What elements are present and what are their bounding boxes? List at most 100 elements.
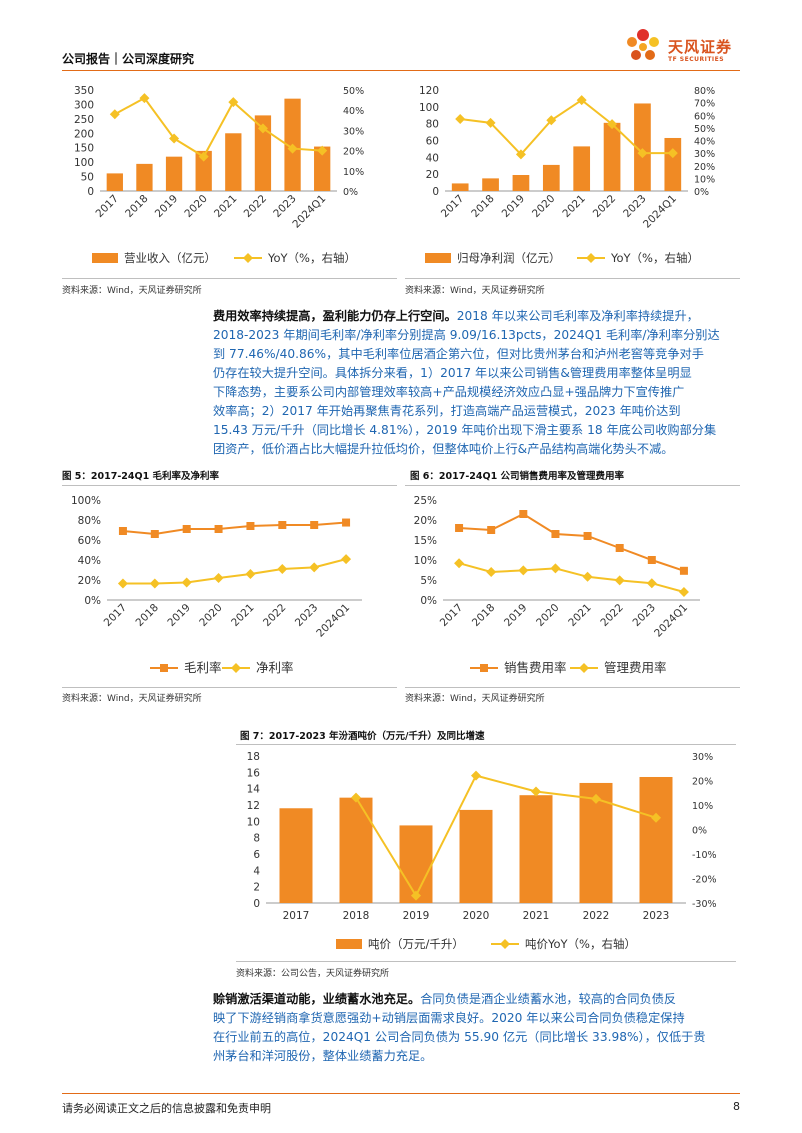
line-point [213,573,224,583]
line-point [257,123,268,134]
legend-marker [243,253,253,263]
line-point [149,578,160,589]
line-point [582,571,593,582]
y-right-tick-label: 60% [694,111,715,122]
x-tick-label: 2021 [560,193,587,220]
series-line [458,562,685,593]
y-tick-label: 0% [420,595,437,607]
legend-marker [586,253,596,263]
line-point [198,151,209,162]
paragraph-line: 仍存在较大提升空间。具体拆分来看，1）2017 年以来公司销售&管理费用率整体呈… [213,366,692,380]
bar [225,133,242,191]
line-point [342,518,351,527]
y-tick-label: 20% [78,575,101,587]
y-right-tick-label: 50% [343,86,364,97]
x-tick-label: 2023 [271,193,298,220]
source-note: 资料来源：Wind，天风证券研究所 [62,694,202,704]
x-tick-label: 2019 [502,602,529,629]
x-tick-label: 2017 [439,193,466,220]
line-point [310,521,319,529]
y-right-tick-label: 70% [694,99,715,110]
caption-divider [62,485,397,486]
y-left-tick-label: 150 [74,143,94,155]
x-tick-label: 2018 [123,193,150,220]
line-point [637,148,648,159]
paragraph-line: 到 77.46%/40.86%，其中毛利率位居酒企第六位，但对比贵州茅台和泸州老… [213,347,704,361]
paragraph-line: 下降态势，主要系公司内部管理效率较高+产品规模经济效应凸显+强品牌力下宣传推广 [213,385,685,399]
line-point [287,143,298,154]
line-point [615,544,624,552]
bar [634,103,651,191]
footer-disclaimer: 请务必阅读正文之后的信息披露和免责申明 [62,1102,271,1115]
legend-swatch-bar [92,253,118,263]
logo-text-cn: 天风证券 [668,38,733,56]
series-line [459,512,685,572]
line-point [341,554,352,565]
series-line [114,96,323,159]
x-tick-label: 2024Q1 [314,602,352,640]
y-left-tick-label: 0 [432,186,439,198]
y-left-tick-label: 14 [247,784,261,796]
legend-label: YoY（%，右轴） [267,251,356,265]
y-tick-label: 20% [414,515,437,527]
line-point [679,566,688,575]
line-point [531,786,541,797]
y-left-tick-label: 18 [247,751,260,763]
y-right-tick-label: 30% [343,126,364,137]
bar [399,825,433,903]
paragraph-line: 2018 年以来公司毛利率及净利率持续提升， [456,309,699,323]
line-point [550,563,561,574]
x-tick-label: 2018 [469,193,496,220]
line-point [591,793,601,804]
source-divider [405,278,740,279]
legend-label: 吨价（万元/千升） [368,937,464,951]
y-left-tick-label: 8 [253,833,260,845]
x-tick-label: 2020 [530,193,557,220]
series-line [122,521,347,536]
figure-7-caption: 图 7：2017-2023 年汾酒吨价（万元/千升）及同比增速 [240,731,485,742]
y-right-tick-label: -30% [692,899,717,910]
y-tick-label: 10% [414,555,437,567]
x-tick-label: 2020 [534,602,561,629]
x-tick-label: 2018 [470,602,497,629]
y-right-tick-label: 80% [694,86,715,97]
y-right-tick-label: 30% [692,752,713,763]
line-point [614,575,625,586]
y-tick-label: 0% [84,595,101,607]
figure-6-caption: 图 6：2017-24Q1 公司销售费用率及管理费用率 [410,471,625,482]
expense-chart: 0% 5% 10% 15% 20% 25% 2017 2018 2019 2020 2021 2022… [414,495,700,675]
x-tick-label: 2019 [153,193,180,220]
line-point [109,109,120,120]
line-point [309,562,320,573]
line-point [118,527,127,535]
legend-label: 毛利率 [184,660,222,675]
y-left-tick-label: 350 [74,85,94,97]
y-right-tick-label: 10% [692,801,713,812]
margin-chart: 0%20%40%60%80%100%2017 2018 2019 2020 2021 20… [71,495,362,675]
line-point [667,148,678,159]
source-note: 资料来源：Wind，天风证券研究所 [405,694,545,704]
line-point [515,149,526,160]
y-tick-label: 100% [71,495,101,507]
source-divider [405,687,740,688]
source-note: 资料来源：Wind，天风证券研究所 [405,286,545,296]
source-note: 资料来源：Wind，天风证券研究所 [62,286,202,296]
bar [639,776,673,903]
paragraph-margins: 费用效率持续提高，盈利能力仍存上行空间。2018 年以来公司毛利率及净利率持续提… [213,307,741,459]
x-tick-label: 2022 [591,193,618,220]
x-tick-label: 2022 [598,602,625,629]
x-tick-label: 2022 [242,193,269,220]
bar [482,178,499,191]
x-tick-label: 2023 [293,602,320,629]
y-tick-label: 25% [414,495,437,507]
y-right-tick-label: 10% [694,174,715,185]
bar [254,115,272,191]
footer-divider [62,1093,740,1094]
paragraph-lead: 费用效率持续提高，盈利能力仍存上行空间。 [213,309,457,323]
line-point [317,145,328,156]
line-point [486,567,497,577]
y-right-tick-label: 20% [692,777,713,788]
x-tick-label: 2024Q1 [652,602,690,640]
x-tick-label: 2021 [229,602,256,629]
x-tick-label: 2023 [621,193,648,220]
